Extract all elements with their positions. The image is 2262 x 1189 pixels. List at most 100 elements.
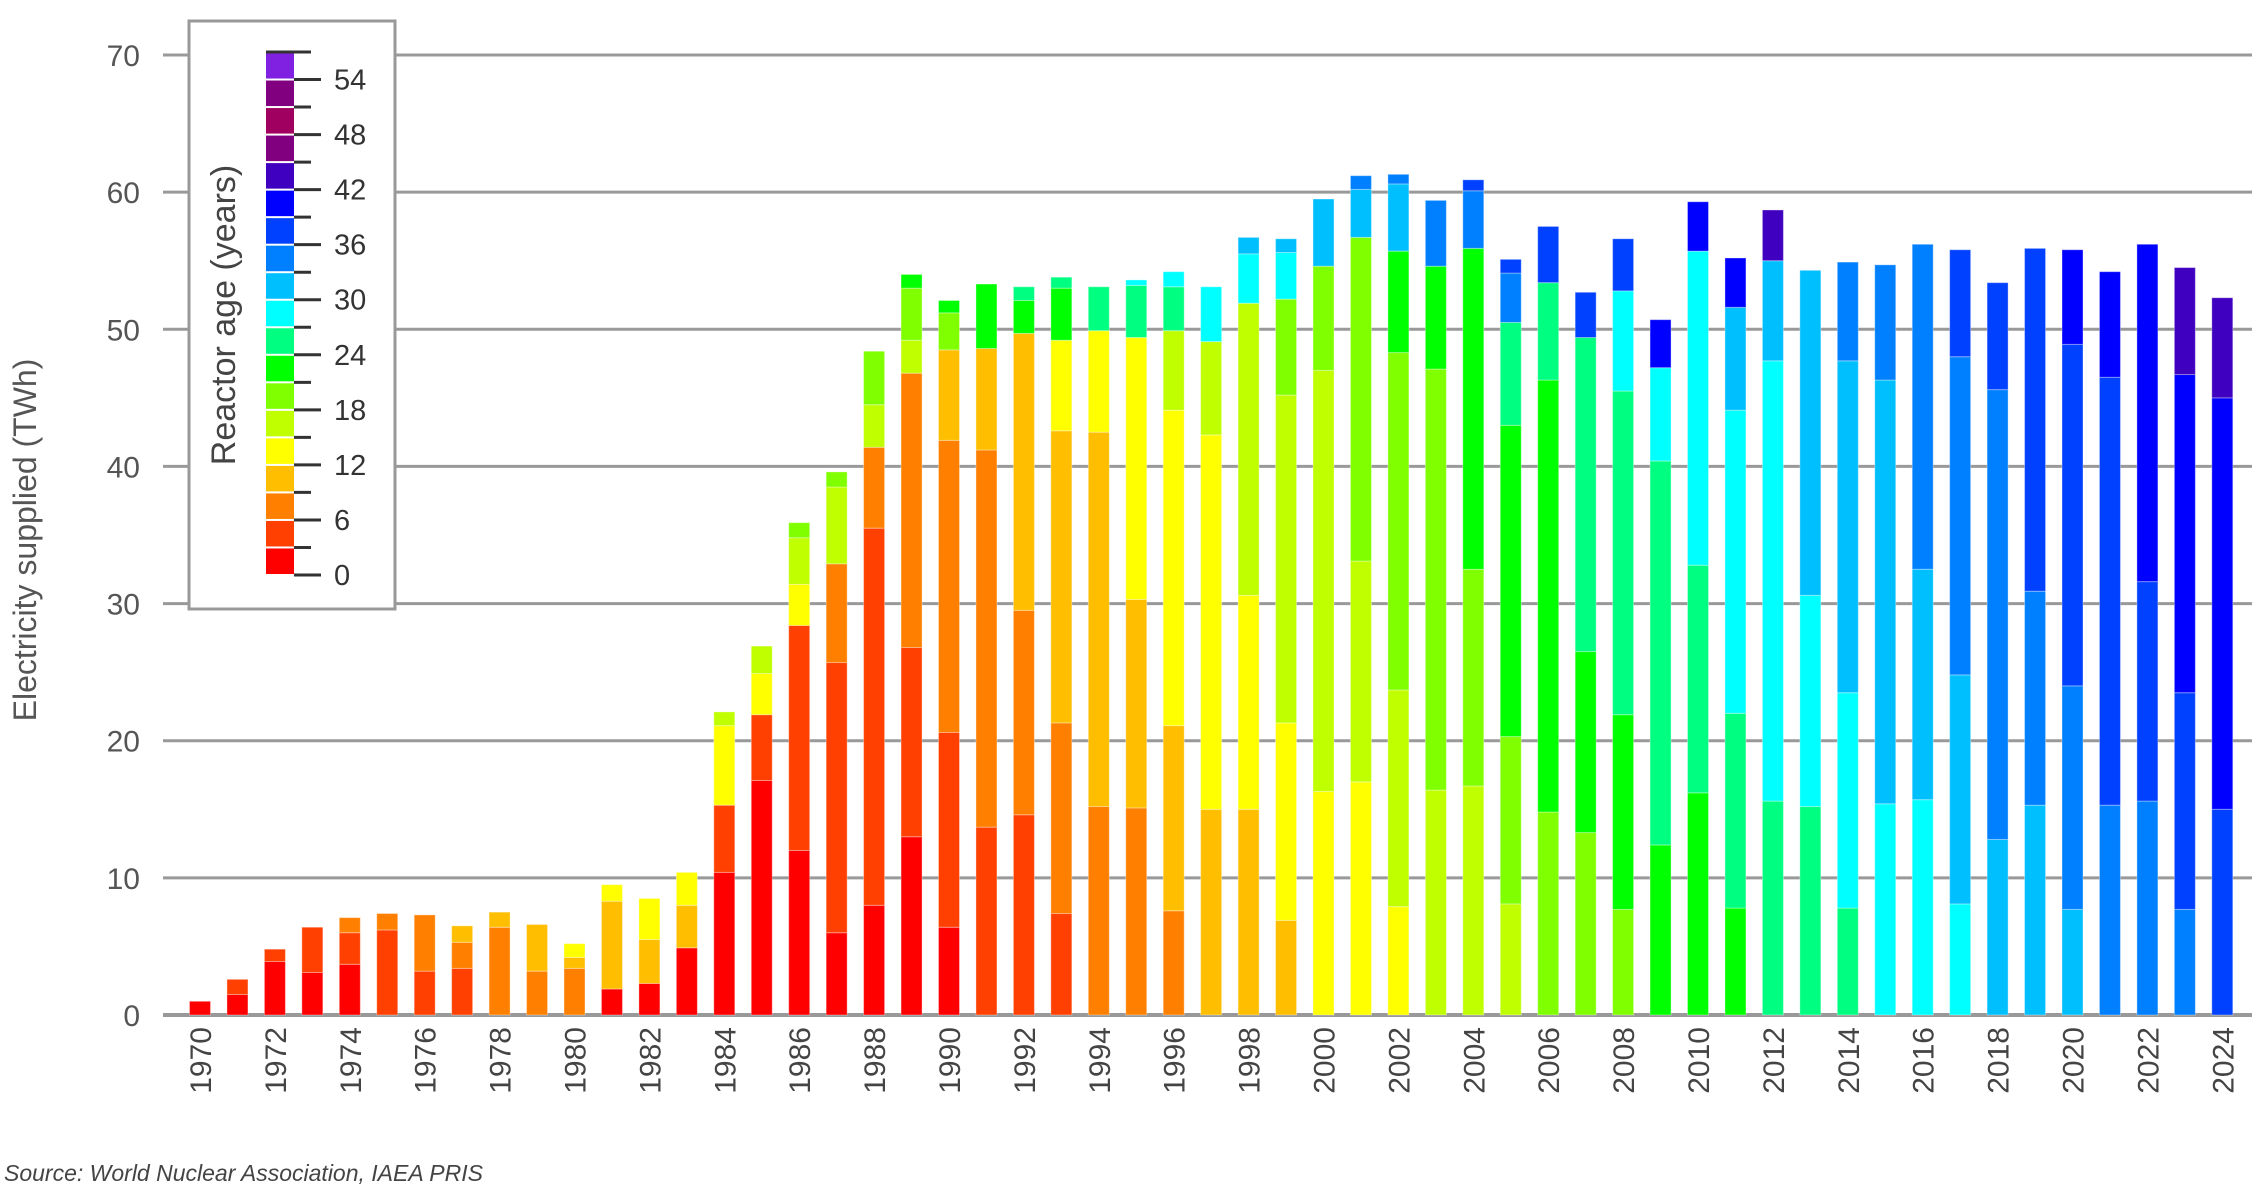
bar-segment — [1612, 714, 1635, 910]
bar-2001 — [1349, 175, 1372, 1016]
bar-1990 — [938, 299, 960, 1016]
bar-segment — [1799, 594, 1822, 808]
bar-segment — [1387, 173, 1410, 185]
bar-segment — [451, 925, 474, 943]
bar-segment — [713, 725, 736, 806]
bar-segment — [1462, 785, 1485, 1016]
bar-segment — [338, 963, 361, 1016]
bar-1988 — [863, 350, 886, 1016]
bar-segment — [1761, 800, 1784, 1016]
y-tick-label: 70 — [107, 40, 140, 73]
bar-segment — [863, 527, 886, 906]
bar-segment — [675, 904, 698, 949]
bar-segment — [1087, 330, 1110, 433]
bar-segment — [2024, 804, 2047, 1016]
bar-segment — [1911, 799, 1934, 1016]
bar-segment — [900, 646, 923, 838]
bar-segment — [1949, 674, 1972, 905]
bar-segment — [713, 871, 736, 1016]
x-tick-label: 2024 — [2207, 1027, 2240, 1094]
bar-segment — [1050, 287, 1073, 341]
bar-segment — [2024, 247, 2047, 592]
bar-segment — [1986, 389, 2009, 840]
bar-segment — [1275, 394, 1298, 724]
x-tick-label: 1976 — [410, 1027, 443, 1094]
legend-swatch — [266, 163, 294, 189]
bar-segment — [863, 404, 886, 448]
bar-1981 — [600, 884, 623, 1016]
bar-segment — [675, 871, 698, 906]
bar-segment — [1162, 330, 1185, 411]
bar-segment — [2098, 271, 2121, 378]
bar-1995 — [1125, 279, 1148, 1016]
bar-segment — [713, 711, 736, 727]
bar-segment — [825, 932, 848, 1016]
bar-segment — [1087, 806, 1110, 1016]
bar-segment — [750, 714, 773, 781]
bar-segment — [900, 287, 923, 341]
x-tick-label: 1990 — [934, 1027, 967, 1094]
bar-segment — [563, 956, 586, 969]
bar-segment — [2098, 804, 2121, 1016]
legend-swatch — [266, 273, 294, 299]
y-tick-label: 40 — [107, 451, 140, 484]
bar-segment — [1125, 807, 1148, 1016]
bar-segment — [1125, 284, 1148, 339]
bar-segment — [1649, 319, 1672, 369]
bar-segment — [1275, 722, 1298, 921]
bar-segment — [1200, 434, 1223, 810]
bar-segment — [1649, 460, 1672, 846]
legend-swatch — [266, 355, 294, 382]
bar-segment — [1649, 844, 1672, 1016]
bar-segment — [1612, 908, 1635, 1016]
x-tick-label: 1972 — [260, 1027, 293, 1094]
x-tick-label: 2018 — [1983, 1027, 2016, 1094]
x-tick-label: 1984 — [709, 1027, 742, 1094]
bar-2016 — [1911, 243, 1934, 1016]
y-tick-label: 0 — [123, 1000, 140, 1033]
bar-segment — [1836, 360, 1859, 694]
bar-1974 — [338, 917, 361, 1016]
bar-segment — [1499, 321, 1522, 426]
bar-segment — [1275, 251, 1298, 300]
bar-segment — [301, 971, 324, 1016]
x-tick-label: 2010 — [1683, 1027, 1716, 1094]
bar-segment — [975, 283, 998, 349]
bar-2004 — [1462, 179, 1485, 1016]
bar-segment — [488, 911, 511, 928]
bar-2014 — [1836, 261, 1859, 1016]
legend-swatch — [266, 135, 294, 162]
legend-tick-label: 30 — [334, 285, 366, 317]
bar-1991 — [975, 283, 998, 1016]
bar-segment — [2061, 343, 2084, 687]
bar-2023 — [2173, 267, 2196, 1016]
bar-2007 — [1574, 291, 1597, 1016]
legend-tick-label: 12 — [334, 450, 366, 482]
bar-segment — [1612, 238, 1635, 292]
bar-segment — [1462, 179, 1485, 192]
bar-segment — [1312, 198, 1335, 267]
y-axis-label: Electricity supplied (TWh) — [7, 359, 43, 722]
legend-tick-label: 18 — [334, 395, 366, 427]
bar-segment — [1162, 910, 1185, 1016]
x-tick-label: 2004 — [1458, 1027, 1491, 1094]
bar-segment — [750, 645, 773, 675]
legend-swatch — [266, 190, 294, 217]
bar-segment — [1387, 183, 1410, 252]
x-tick-label: 2022 — [2132, 1027, 2165, 1094]
bar-segment — [938, 731, 960, 928]
x-tick-label: 1996 — [1159, 1027, 1192, 1094]
bar-2005 — [1499, 258, 1522, 1016]
bar-segment — [1012, 299, 1035, 334]
bar-segment — [451, 967, 474, 1016]
bar-segment — [975, 449, 998, 828]
bar-segment — [1499, 903, 1522, 1016]
bar-1985 — [750, 645, 773, 1016]
bar-2003 — [1424, 199, 1447, 1016]
y-tick-label: 20 — [107, 726, 140, 759]
bar-segment — [938, 312, 960, 351]
bar-segment — [1761, 360, 1784, 802]
legend-swatch — [266, 383, 294, 409]
bar-segment — [1200, 341, 1223, 436]
bar-segment — [1387, 689, 1410, 908]
